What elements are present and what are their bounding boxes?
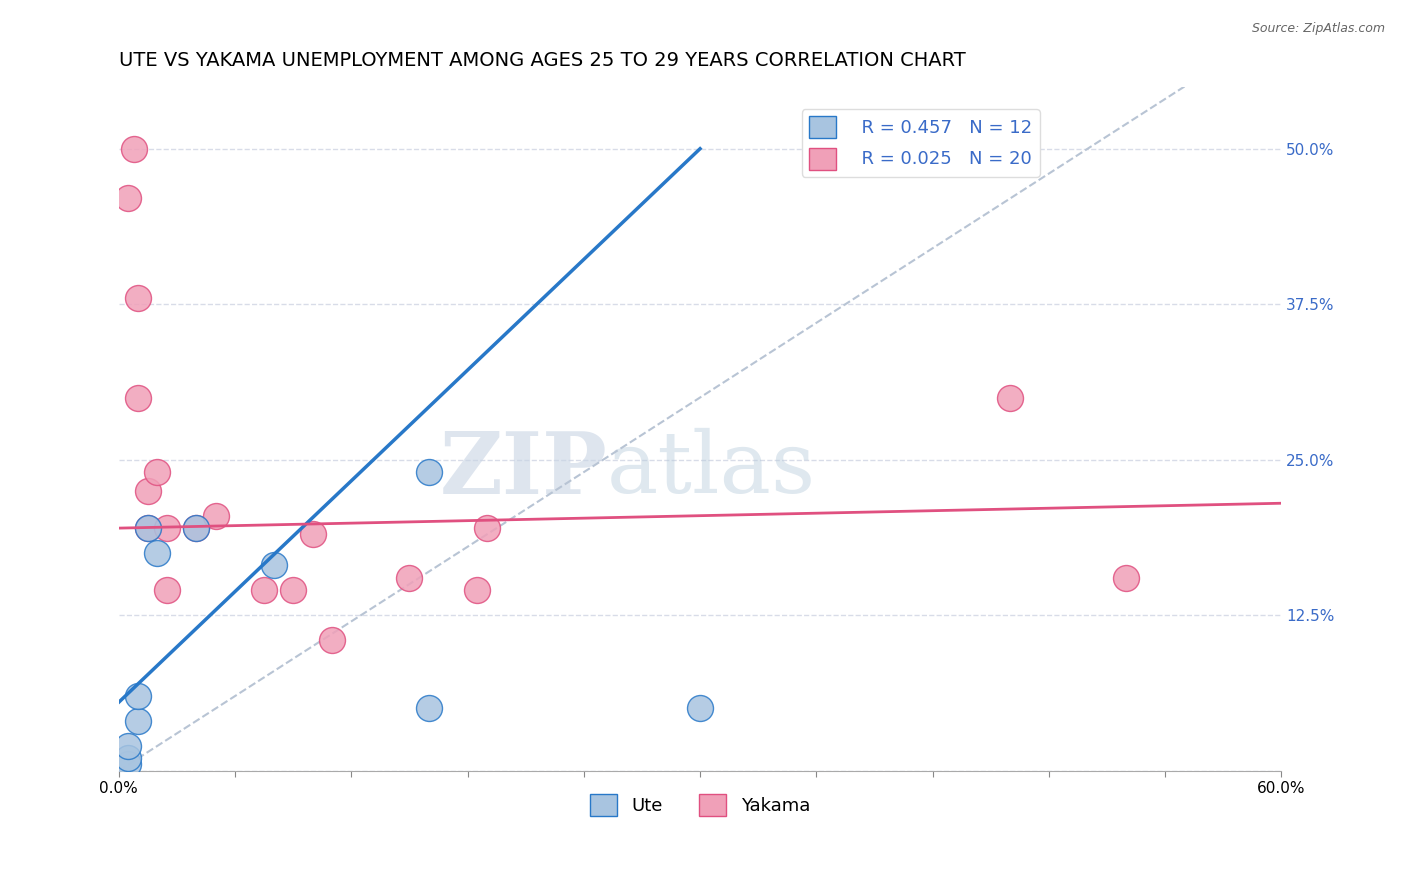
Point [321, 633, 343, 648]
Point [117, 751, 139, 765]
Text: UTE VS YAKAMA UNEMPLOYMENT AMONG AGES 25 TO 29 YEARS CORRELATION CHART: UTE VS YAKAMA UNEMPLOYMENT AMONG AGES 25… [118, 51, 966, 70]
Point [418, 701, 440, 715]
Point [156, 521, 179, 535]
Point [253, 583, 276, 598]
Legend: Ute, Yakama: Ute, Yakama [583, 787, 817, 823]
Point [418, 465, 440, 479]
Point [204, 508, 226, 523]
Point [146, 546, 169, 560]
Point [186, 521, 208, 535]
Point [281, 583, 304, 598]
Text: atlas: atlas [607, 428, 815, 511]
Text: Source: ZipAtlas.com: Source: ZipAtlas.com [1251, 22, 1385, 36]
Point [136, 483, 159, 498]
Point [127, 291, 149, 305]
Point [263, 558, 285, 573]
Point [186, 521, 208, 535]
Point [117, 757, 139, 772]
Point [136, 521, 159, 535]
Point [146, 465, 169, 479]
Point [398, 571, 420, 585]
Point [136, 521, 159, 535]
Point [117, 739, 139, 753]
Point [301, 527, 323, 541]
Point [127, 714, 149, 728]
Point [117, 191, 139, 205]
Point [1115, 571, 1137, 585]
Point [689, 701, 711, 715]
Point [998, 391, 1021, 405]
Text: ZIP: ZIP [439, 427, 607, 512]
Point [465, 583, 488, 598]
Point [127, 391, 149, 405]
Point [122, 142, 145, 156]
Point [475, 521, 498, 535]
Point [127, 689, 149, 703]
Point [156, 583, 179, 598]
